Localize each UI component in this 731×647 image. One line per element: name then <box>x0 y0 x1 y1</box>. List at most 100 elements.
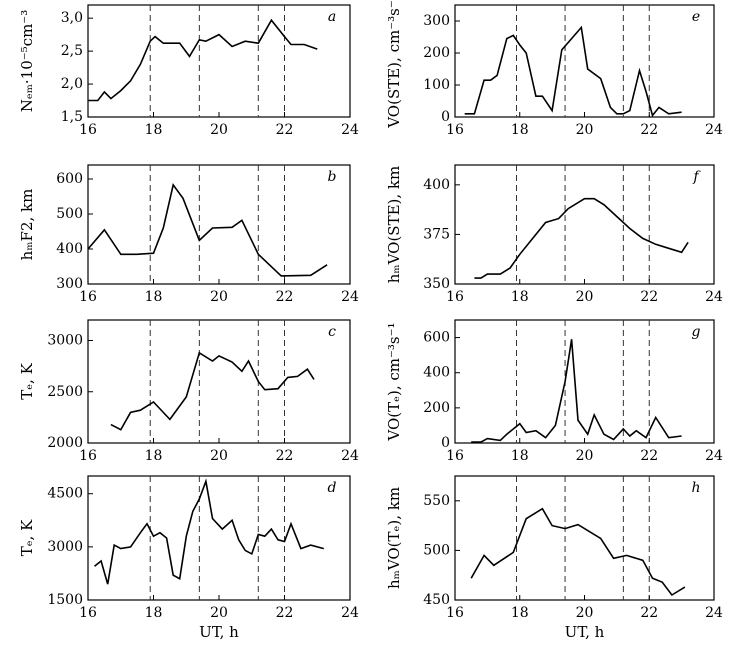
x-tick-label: 20 <box>576 448 594 464</box>
y-tick-label: 450 <box>423 592 450 608</box>
x-tick-label: 20 <box>210 448 228 464</box>
x-tick-label: 18 <box>145 122 163 138</box>
y-tick-label: 400 <box>423 177 450 193</box>
x-tick-label: 24 <box>341 122 359 138</box>
x-tick-label: 24 <box>705 605 723 621</box>
panel-letter: h <box>691 480 700 496</box>
data-line <box>87 183 328 277</box>
y-tick-label: 350 <box>423 276 450 292</box>
y-tick-label: 3000 <box>47 333 83 349</box>
y-axis-label: hₘVO(STE), km <box>385 166 403 284</box>
x-tick-label: 24 <box>341 605 359 621</box>
y-tick-label: 200 <box>423 45 450 61</box>
x-tick-label: 18 <box>145 605 163 621</box>
x-tick-label: 24 <box>705 448 723 464</box>
y-tick-label: 550 <box>423 493 450 509</box>
data-line <box>88 18 318 102</box>
x-tick-label: 22 <box>640 122 658 138</box>
y-tick-label: 3,0 <box>61 10 83 26</box>
plot-frame <box>87 4 351 118</box>
x-tick-label: 20 <box>576 605 594 621</box>
plot-frame <box>87 319 351 444</box>
x-tick-label: 22 <box>276 289 294 305</box>
y-tick-label: 600 <box>423 330 450 346</box>
y-tick-label: 300 <box>423 13 450 29</box>
x-tick-label: 22 <box>640 605 658 621</box>
data-line <box>93 478 325 585</box>
y-tick-label: 300 <box>56 276 83 292</box>
data-line <box>464 25 682 118</box>
y-tick-label: 400 <box>423 365 450 381</box>
plot-frame <box>87 475 351 601</box>
y-tick-label: 2,5 <box>61 43 83 59</box>
data-line <box>470 507 686 597</box>
y-axis-label: hₘVO(Tₑ), km <box>385 487 403 589</box>
x-tick-label: 20 <box>576 122 594 138</box>
data-line <box>471 339 682 443</box>
x-tick-label: 16 <box>446 605 464 621</box>
x-tick-label: 18 <box>511 605 529 621</box>
x-tick-label: 24 <box>705 122 723 138</box>
x-tick-label: 18 <box>145 448 163 464</box>
y-tick-label: 0 <box>441 435 450 451</box>
plot-frame <box>454 164 715 285</box>
y-tick-label: 2000 <box>47 435 83 451</box>
x-tick-label: 22 <box>276 122 294 138</box>
panel-letter: b <box>328 169 337 185</box>
x-tick-label: 16 <box>446 122 464 138</box>
x-tick-label: 16 <box>79 448 97 464</box>
panel-letter: g <box>692 324 701 340</box>
panel-letter: a <box>328 9 336 25</box>
x-tick-label: 22 <box>276 448 294 464</box>
x-axis-label: UT, h <box>565 623 605 641</box>
y-axis-label: VO(Tₑ), cm⁻³s⁻¹ <box>385 322 403 441</box>
y-axis-label: Tₑ, K <box>18 362 36 399</box>
y-tick-label: 1500 <box>47 592 83 608</box>
panel-letter: d <box>328 480 337 496</box>
y-tick-label: 1,5 <box>61 109 83 125</box>
y-tick-label: 500 <box>56 206 83 222</box>
x-tick-label: 16 <box>446 448 464 464</box>
y-tick-label: 4500 <box>47 486 83 502</box>
x-tick-label: 22 <box>276 605 294 621</box>
x-tick-label: 16 <box>79 289 97 305</box>
y-tick-label: 200 <box>423 400 450 416</box>
plot-frame <box>87 164 351 285</box>
plot-frame <box>454 475 715 601</box>
y-tick-label: 2,0 <box>61 76 83 92</box>
x-tick-label: 18 <box>145 289 163 305</box>
x-axis-label: UT, h <box>199 623 239 641</box>
x-tick-label: 18 <box>511 448 529 464</box>
panel-letter: e <box>692 9 700 25</box>
panel-letter: c <box>328 324 336 340</box>
data-line <box>474 197 689 279</box>
y-tick-label: 400 <box>56 241 83 257</box>
y-axis-label: hₘF2, km <box>18 189 36 261</box>
x-tick-label: 22 <box>640 289 658 305</box>
plot-frame <box>454 319 715 444</box>
y-tick-label: 3000 <box>47 539 83 555</box>
x-tick-label: 24 <box>341 448 359 464</box>
y-tick-label: 500 <box>423 542 450 558</box>
x-tick-label: 22 <box>640 448 658 464</box>
x-tick-label: 20 <box>210 605 228 621</box>
x-tick-label: 20 <box>210 122 228 138</box>
y-tick-label: 2500 <box>47 384 83 400</box>
x-tick-label: 16 <box>79 605 97 621</box>
x-tick-label: 24 <box>341 289 359 305</box>
plot-frame <box>454 4 715 118</box>
x-tick-label: 18 <box>511 122 529 138</box>
x-tick-label: 18 <box>511 289 529 305</box>
y-axis-label: Tₑ, K <box>18 519 36 556</box>
x-tick-label: 20 <box>210 289 228 305</box>
x-tick-label: 16 <box>79 122 97 138</box>
y-axis-label: VO(STE), cm⁻³s⁻¹ <box>385 0 403 129</box>
x-tick-label: 24 <box>705 289 723 305</box>
x-tick-label: 16 <box>446 289 464 305</box>
panel-letter: f <box>692 169 701 185</box>
y-tick-label: 600 <box>56 171 83 187</box>
data-line <box>110 351 315 431</box>
y-axis-label: Nₑₘ·10⁻⁵cm⁻³ <box>18 10 36 112</box>
y-tick-label: 375 <box>423 226 450 242</box>
